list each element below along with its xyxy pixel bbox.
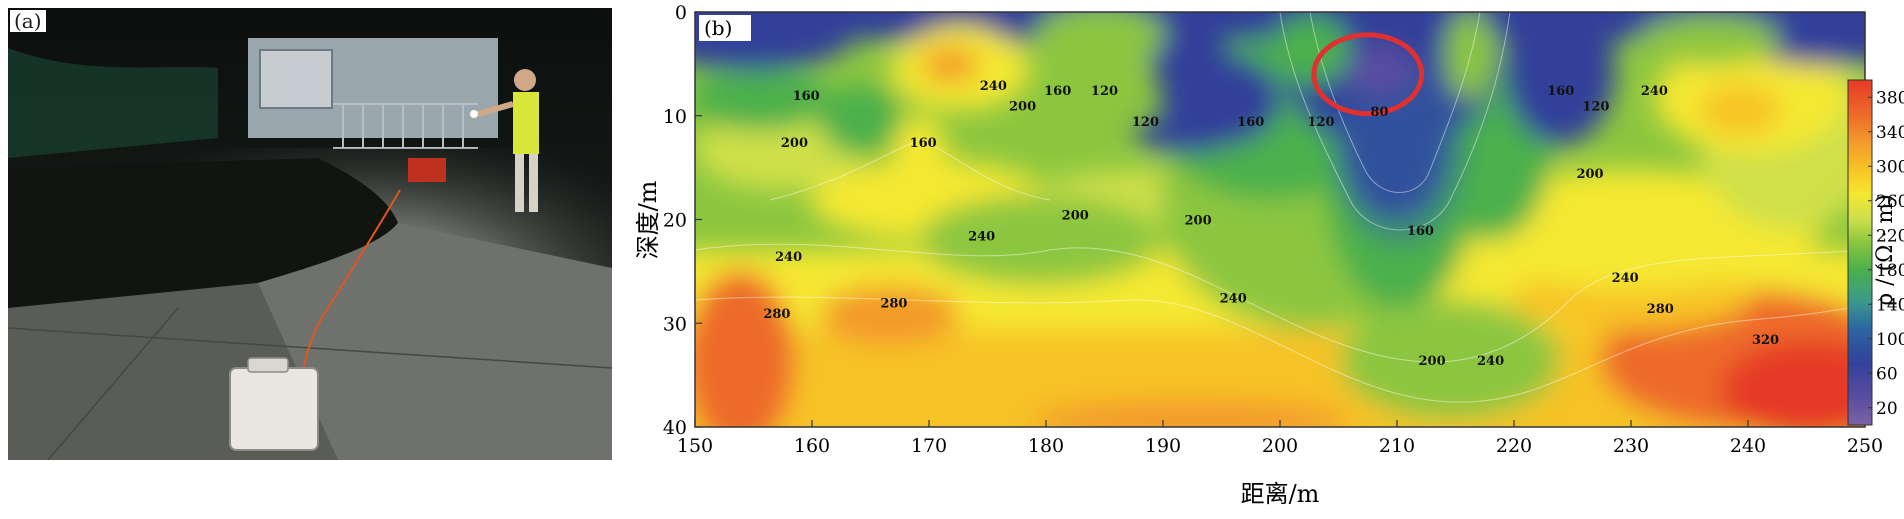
fence-icon	[333, 103, 478, 149]
x-tick-label: 150	[677, 435, 713, 457]
x-tick-label: 210	[1379, 435, 1415, 457]
x-tick-label: 220	[1496, 435, 1532, 457]
y-tick-label: 0	[675, 2, 687, 24]
contour-label: 200	[1009, 100, 1036, 115]
night-sinkhole-photo	[8, 8, 612, 460]
resistivity-field	[695, 12, 1865, 427]
signboard-icon	[248, 38, 498, 138]
x-tick-label: 200	[1262, 435, 1298, 457]
contour-label: 240	[980, 79, 1007, 94]
contour-label: 240	[1220, 292, 1247, 307]
cable-icon	[299, 189, 401, 389]
y-tick-label: 30	[663, 313, 687, 335]
colorbar-title: ρ / (Ω · m)	[1873, 194, 1898, 306]
x-tick-label: 180	[1028, 435, 1064, 457]
contour-label: 320	[1752, 333, 1779, 348]
x-tick-label: 190	[1145, 435, 1181, 457]
colorbar	[1847, 79, 1873, 426]
colorbar-tick-label: 220	[1876, 226, 1904, 246]
x-tick-label: 170	[911, 435, 947, 457]
contour-label: 240	[1612, 271, 1639, 286]
panel-b-label-bg	[699, 15, 751, 41]
x-tick-label: 250	[1847, 435, 1883, 457]
colorbar-tick-label: 20	[1876, 399, 1898, 419]
contour-label: 120	[1582, 100, 1609, 115]
colorbar-tick-label: 180	[1876, 261, 1904, 281]
contour-label: 120	[1091, 84, 1118, 99]
colorbar-tick-label: 300	[1876, 157, 1904, 177]
panel-a-label: (a)	[10, 10, 46, 32]
contour-label: 240	[968, 229, 995, 244]
colorbar-tick-label: 60	[1876, 364, 1898, 384]
colorbar-tick-label: 380	[1876, 88, 1904, 108]
panel-b-figure: 240 160 200 160 120 120 160 120 80 160 120 240 200 16…	[630, 0, 1904, 515]
contour-label: 280	[763, 307, 790, 322]
contour-label: 160	[910, 136, 937, 151]
x-axis-title: 距离/m	[1241, 480, 1320, 508]
y-axis-title: 深度/m	[634, 180, 662, 259]
y-tick-label: 10	[663, 106, 687, 128]
instrument-case-icon	[229, 357, 319, 451]
surveyor-icon	[470, 69, 539, 212]
x-tick-label: 230	[1613, 435, 1649, 457]
contour-label: 160	[1407, 224, 1434, 239]
contour-label: 160	[1237, 115, 1264, 130]
contour-label: 240	[775, 250, 802, 265]
contour-label: 120	[1307, 115, 1334, 130]
y-tick-label: 20	[663, 210, 687, 232]
contour-label: 200	[781, 136, 808, 151]
contour-label: 240	[1477, 354, 1504, 369]
contour-label: 280	[1647, 302, 1674, 317]
x-tick-label: 160	[794, 435, 830, 457]
colorbar-tick-label: 340	[1876, 123, 1904, 143]
contour-label: 240	[1641, 84, 1668, 99]
contour-label: 280	[880, 297, 907, 312]
contour-label: 160	[1547, 84, 1574, 99]
anomaly-highlight-ellipse	[1311, 32, 1425, 117]
y-tick-label: 40	[663, 417, 687, 439]
x-tick-label: 240	[1730, 435, 1766, 457]
colorbar-tick-label: 140	[1876, 295, 1904, 315]
contour-label: 200	[1185, 214, 1212, 229]
contour-label: 160	[793, 89, 820, 104]
panel-a-photo: (a)	[8, 8, 612, 460]
contour-label: 200	[1062, 209, 1089, 224]
contour-label: 200	[1576, 167, 1603, 182]
colorbar-tick-label: 260	[1876, 192, 1904, 212]
contour-label: 120	[1132, 115, 1159, 130]
colorbar-tick-label: 100	[1876, 330, 1904, 350]
contour-label: 200	[1419, 354, 1446, 369]
contour-label: 80	[1370, 105, 1388, 120]
contour-label: 160	[1044, 84, 1071, 99]
panel-b-label: (b)	[704, 16, 732, 40]
